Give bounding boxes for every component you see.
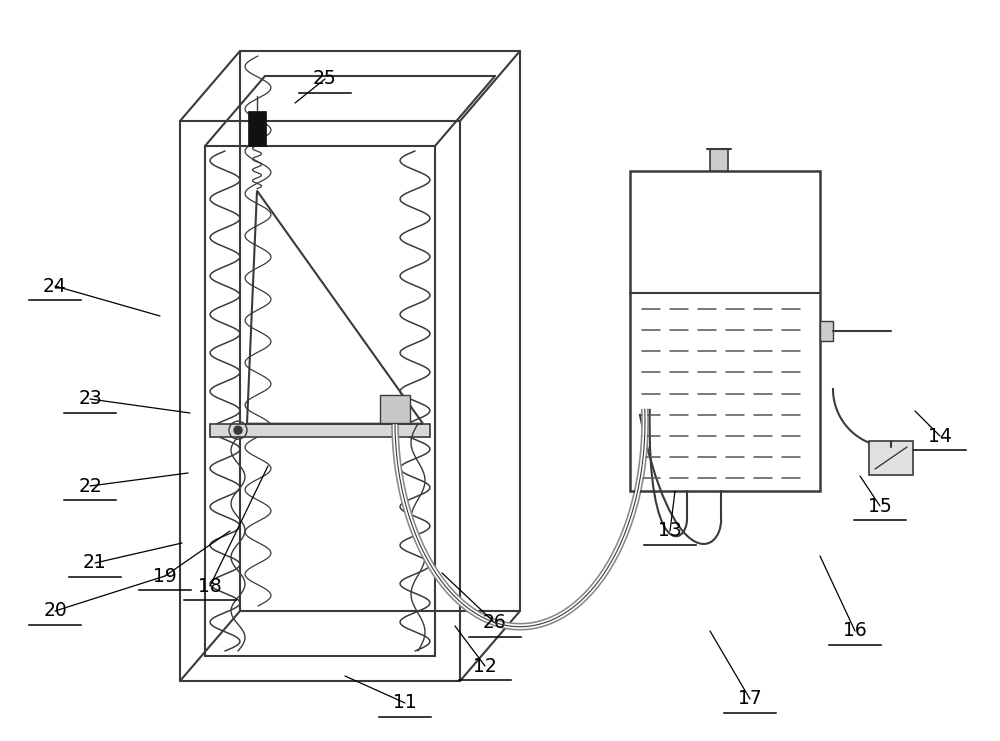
Text: 25: 25 [313,70,337,88]
Bar [710,149,728,171]
Text: 22: 22 [78,476,102,496]
Text: 14: 14 [928,427,952,445]
Bar [630,171,820,491]
Text: 18: 18 [198,576,222,596]
Text: 13: 13 [658,522,682,540]
Text: 11: 11 [393,694,417,713]
Bar [820,321,833,341]
Text: 23: 23 [78,390,102,408]
Bar [869,441,913,475]
Text: 26: 26 [483,614,507,633]
Bar [210,424,430,436]
Text: 24: 24 [43,276,67,296]
Text: 15: 15 [868,496,892,516]
Bar [248,110,266,146]
Text: 21: 21 [83,554,107,573]
Text: 17: 17 [738,689,762,708]
Circle shape [234,426,242,434]
Bar [380,395,410,423]
Text: 12: 12 [473,657,497,676]
Text: 16: 16 [843,622,867,640]
Text: 20: 20 [43,602,67,620]
Text: 19: 19 [153,567,177,585]
